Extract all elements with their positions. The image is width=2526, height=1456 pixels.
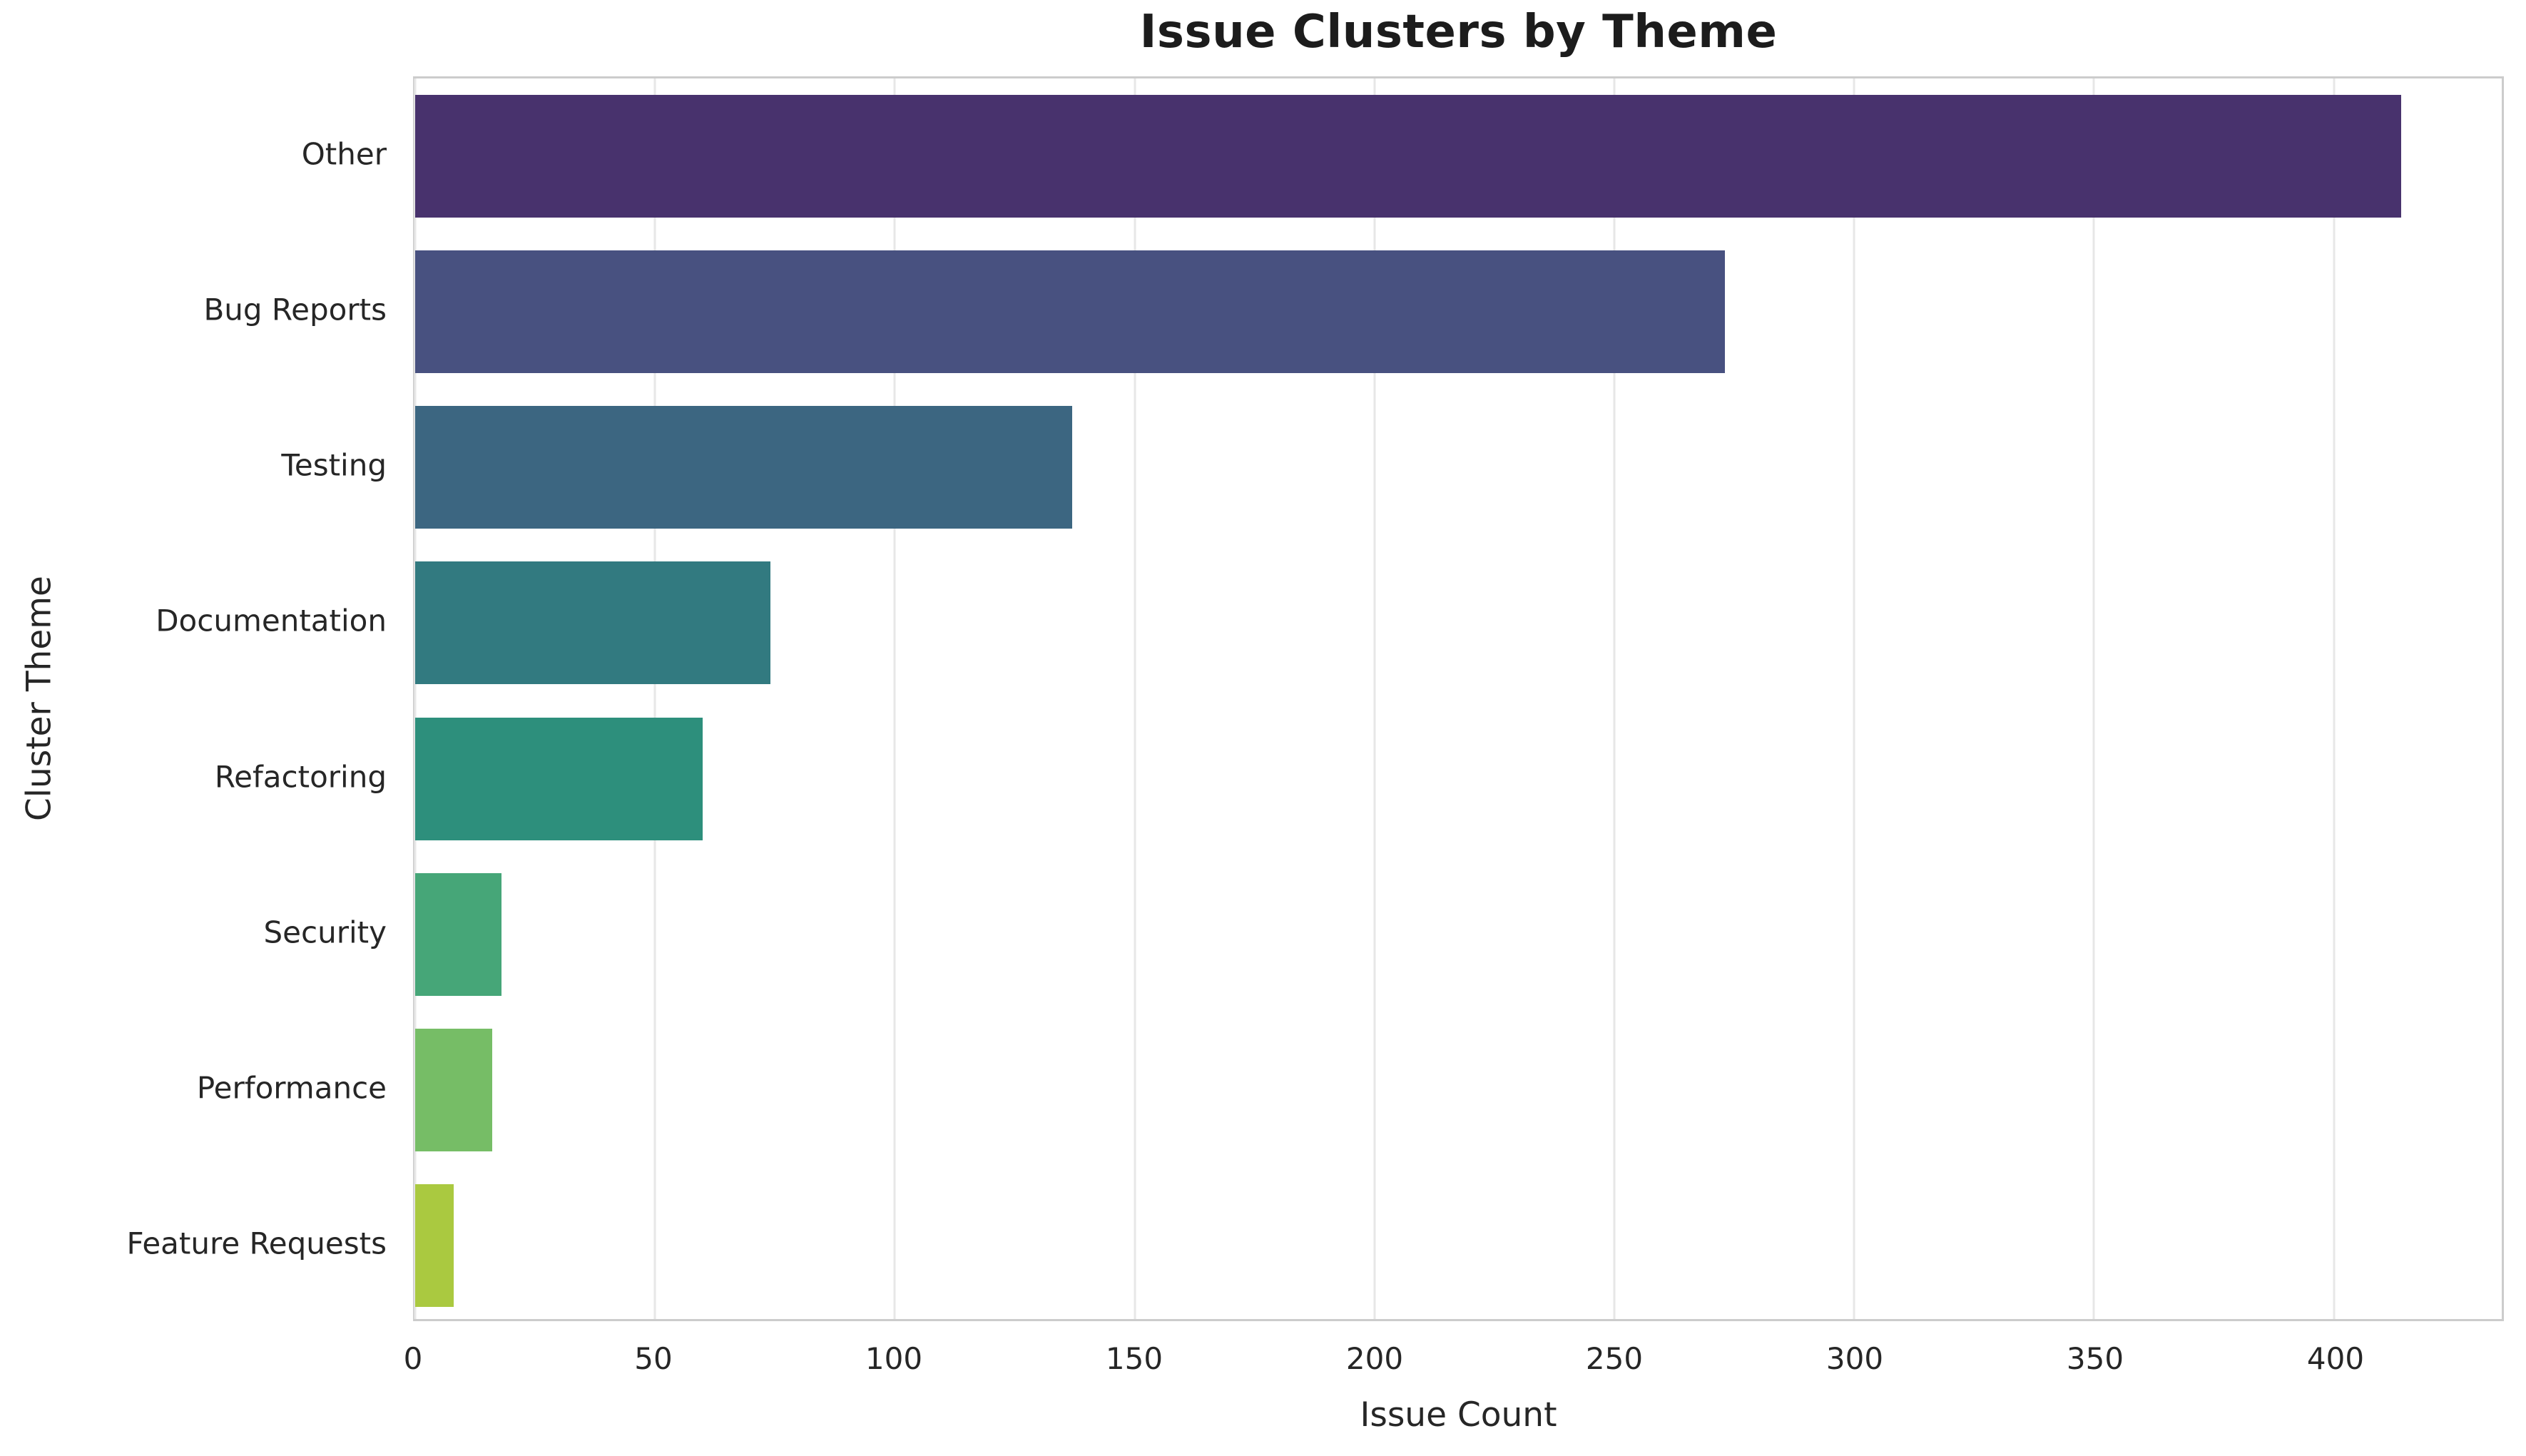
- chart-title: Issue Clusters by Theme: [1139, 6, 1778, 58]
- gridline-x-0: [414, 78, 417, 1319]
- bar-performance: [415, 1029, 492, 1151]
- x-tick-label-100: 100: [865, 1341, 923, 1376]
- y-tick-label-security: Security: [263, 915, 387, 950]
- x-tick-label-350: 350: [2066, 1341, 2124, 1376]
- y-tick-label-other: Other: [301, 136, 387, 172]
- y-tick-label-refactoring: Refactoring: [214, 759, 387, 795]
- x-tick-label-200: 200: [1345, 1341, 1404, 1376]
- x-tick-label-50: 50: [634, 1341, 673, 1376]
- x-tick-label-250: 250: [1585, 1341, 1644, 1376]
- gridline-x-50: [653, 78, 656, 1319]
- y-tick-label-feature-requests: Feature Requests: [126, 1226, 387, 1261]
- bar-bug-reports: [415, 250, 1725, 373]
- y-tick-label-performance: Performance: [196, 1070, 387, 1106]
- x-tick-label-0: 0: [403, 1341, 423, 1376]
- bar-refactoring: [415, 718, 703, 840]
- gridline-x-250: [1613, 78, 1616, 1319]
- x-axis-title: Issue Count: [1360, 1395, 1557, 1435]
- x-tick-label-300: 300: [1825, 1341, 1884, 1376]
- bar-feature-requests: [415, 1184, 454, 1307]
- bar-documentation: [415, 561, 770, 684]
- bar-security: [415, 873, 502, 996]
- y-tick-label-bug-reports: Bug Reports: [203, 292, 387, 327]
- gridline-x-350: [2092, 78, 2095, 1319]
- x-tick-label-150: 150: [1105, 1341, 1163, 1376]
- x-tick-label-400: 400: [2306, 1341, 2365, 1376]
- bar-testing: [415, 406, 1073, 529]
- gridline-x-150: [1134, 78, 1136, 1319]
- y-tick-label-documentation: Documentation: [156, 603, 387, 638]
- gridline-x-100: [893, 78, 896, 1319]
- bar-other: [415, 95, 2401, 218]
- gridline-x-400: [2333, 78, 2336, 1319]
- plot-area: [413, 76, 2504, 1321]
- gridline-x-300: [1853, 78, 1855, 1319]
- y-tick-label-testing: Testing: [281, 447, 387, 483]
- gridline-x-200: [1373, 78, 1376, 1319]
